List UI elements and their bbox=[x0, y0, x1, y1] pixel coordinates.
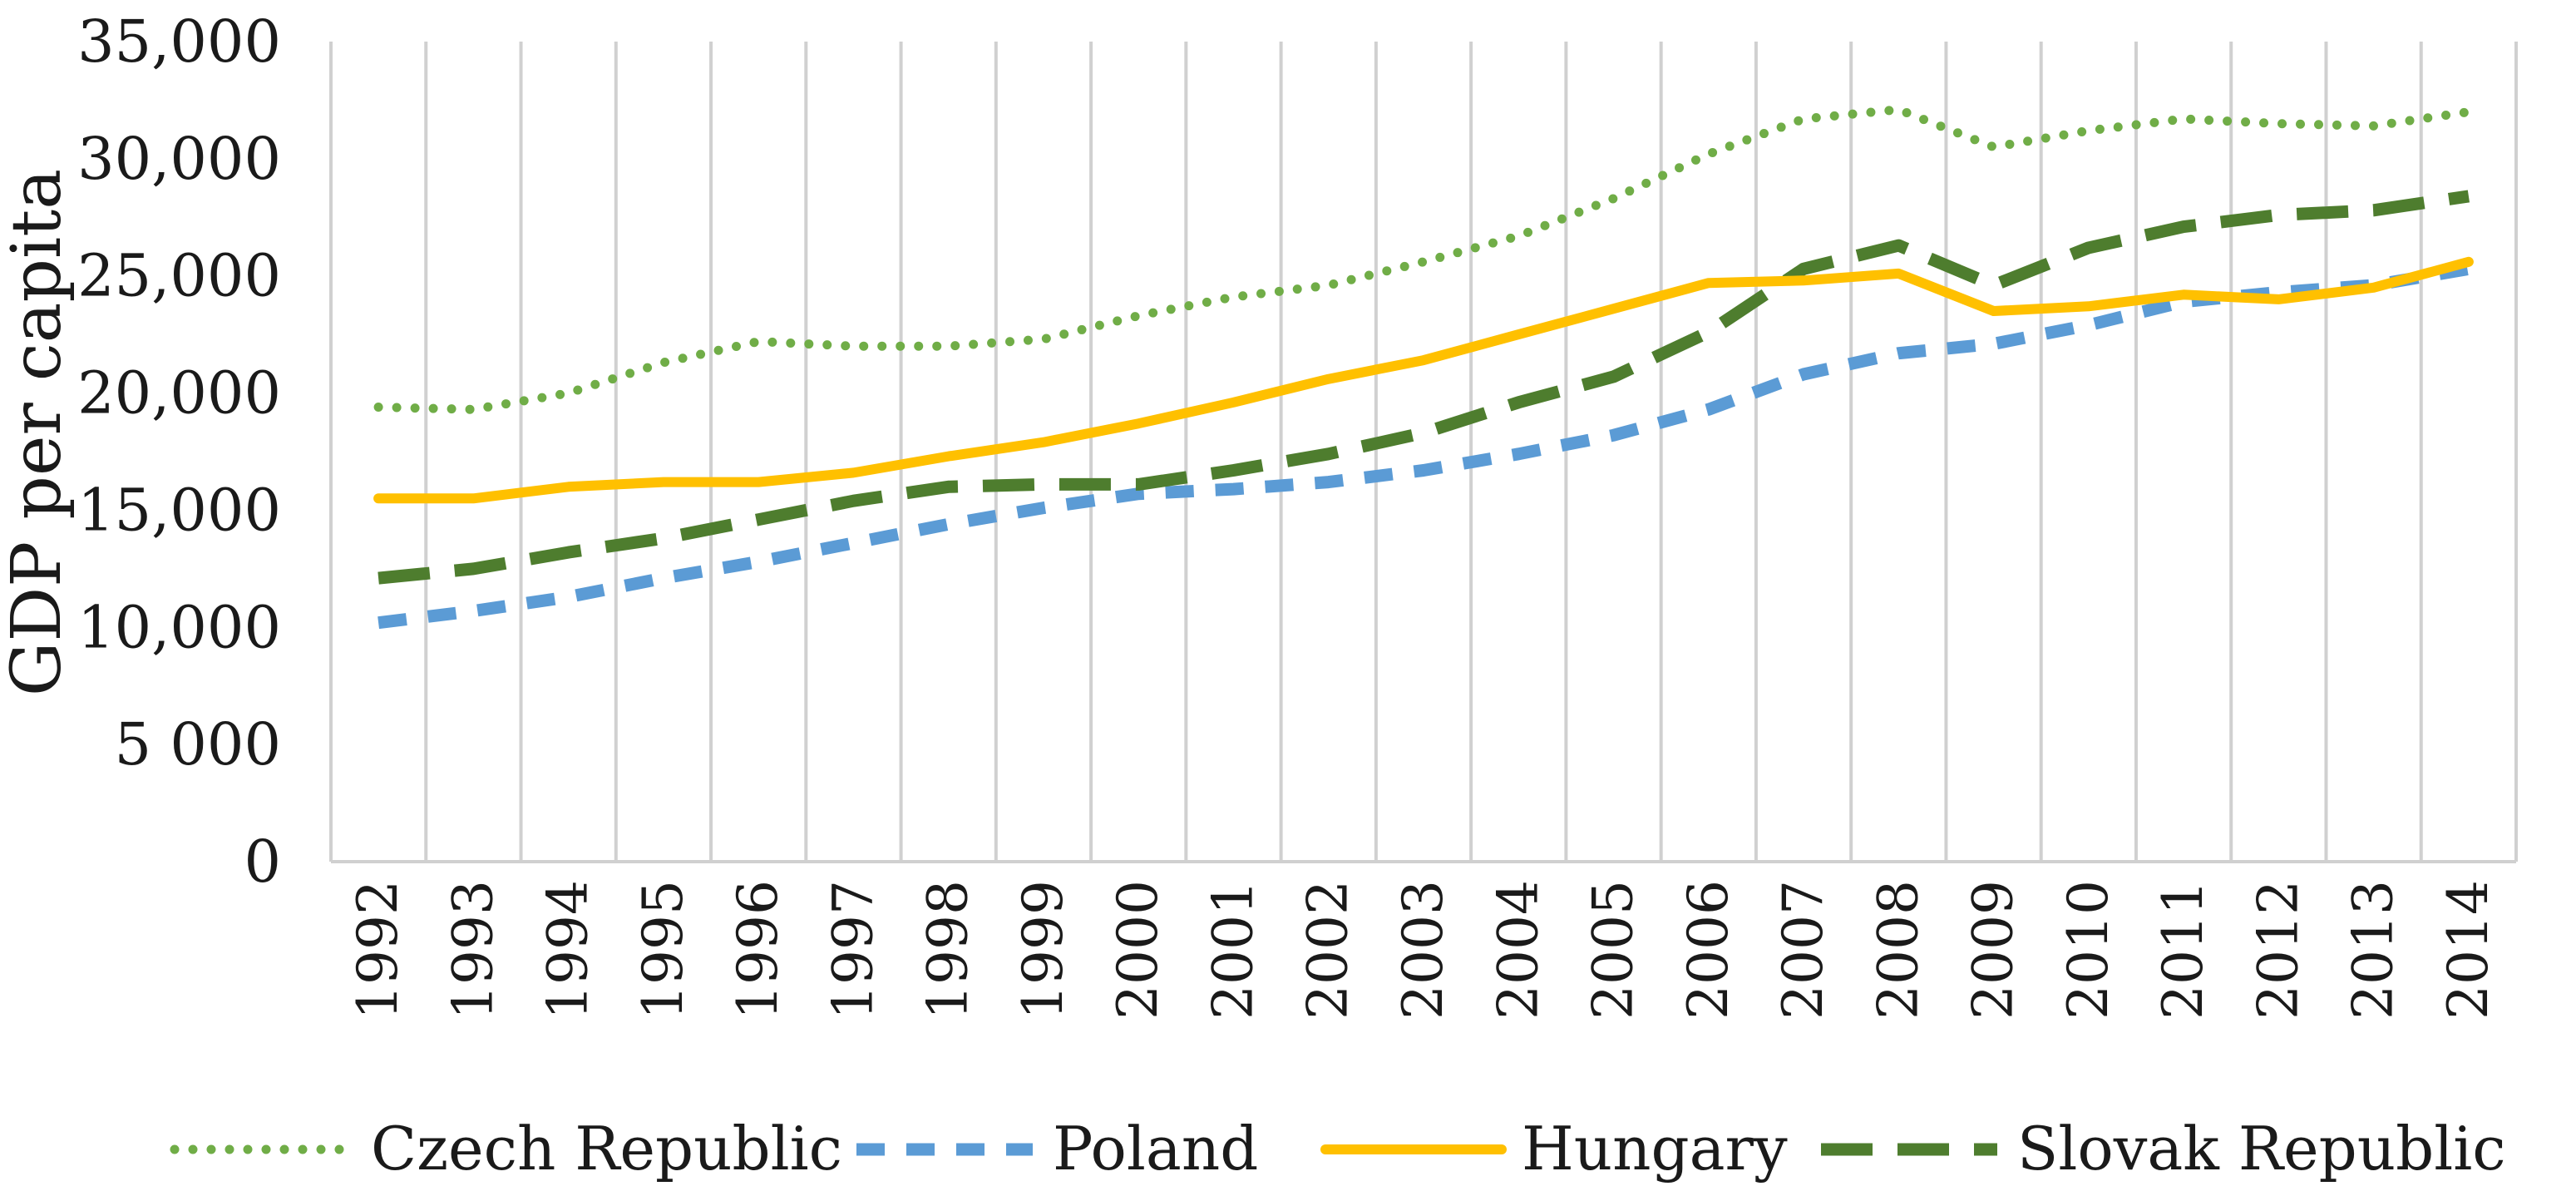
data-point bbox=[2278, 292, 2279, 293]
x-tick-label: 2011 bbox=[2151, 880, 2215, 1020]
data-point bbox=[568, 596, 569, 597]
y-tick-label: 25,000 bbox=[77, 242, 281, 310]
legend-item: Hungary bbox=[1320, 1114, 1788, 1184]
series-line bbox=[373, 256, 2474, 504]
data-point bbox=[2088, 324, 2089, 325]
series-poland bbox=[378, 262, 2470, 630]
x-tick-label: 2001 bbox=[1201, 880, 1265, 1020]
y-tick-label: 35,000 bbox=[77, 7, 281, 76]
data-point bbox=[758, 561, 759, 562]
x-tick-label: 2008 bbox=[1866, 880, 1930, 1020]
vertical-gridlines bbox=[329, 42, 2518, 862]
x-tick-label: 1993 bbox=[441, 880, 505, 1020]
y-tick-label: 20,000 bbox=[77, 359, 281, 428]
x-tick-label: 2007 bbox=[1771, 880, 1835, 1020]
data-point bbox=[473, 610, 474, 611]
data-point bbox=[1233, 297, 1234, 298]
x-tick-label: 1992 bbox=[346, 880, 410, 1020]
y-tick-label: 30,000 bbox=[77, 125, 281, 193]
y-tick-label: 10,000 bbox=[77, 593, 281, 661]
legend-label: Czech Republic bbox=[371, 1114, 842, 1184]
y-axis-title: GDP per capita bbox=[0, 169, 76, 696]
data-point bbox=[1993, 343, 1994, 344]
data-point bbox=[948, 524, 949, 525]
legend-label: Poland bbox=[1053, 1114, 1258, 1184]
x-tick-label: 1996 bbox=[726, 880, 790, 1020]
legend-label: Slovak Republic bbox=[2017, 1114, 2506, 1184]
data-point bbox=[1993, 284, 1994, 285]
x-tick-label: 2000 bbox=[1106, 880, 1170, 1020]
x-tick-label: 1997 bbox=[821, 880, 885, 1020]
x-tick-label: 2014 bbox=[2436, 880, 2500, 1020]
y-tick-label: 15,000 bbox=[77, 476, 281, 544]
x-tick-label: 2009 bbox=[1962, 880, 2026, 1020]
x-tick-label: 1998 bbox=[916, 880, 980, 1020]
data-point bbox=[1043, 484, 1044, 485]
x-tick-label: 2002 bbox=[1296, 880, 1360, 1020]
data-point bbox=[1328, 284, 1329, 285]
series-layer bbox=[373, 105, 2474, 630]
x-axis-ticks: 1992 1993 1994 1995 1996 1997 1998 1999 2000 2001… bbox=[346, 880, 2500, 1020]
data-point bbox=[1898, 109, 1899, 110]
data-point bbox=[1708, 332, 1709, 333]
x-tick-label: 2012 bbox=[2246, 880, 2310, 1020]
series-line bbox=[378, 190, 2470, 585]
data-point bbox=[853, 542, 854, 543]
x-tick-label: 2003 bbox=[1391, 880, 1455, 1020]
data-point bbox=[663, 578, 664, 579]
legend-item: Slovak Republic bbox=[1821, 1114, 2506, 1184]
series-czech-republic bbox=[373, 105, 2474, 414]
data-point bbox=[663, 538, 664, 539]
data-point bbox=[948, 346, 949, 347]
x-tick-label: 2005 bbox=[1582, 880, 1646, 1020]
y-axis-ticks: 0 5 000 10,000 15,000 20,000 25,000 30,000 35,0… bbox=[77, 7, 281, 896]
y-tick-label: 5 000 bbox=[115, 710, 281, 778]
y-tick-label: 0 bbox=[244, 828, 281, 896]
x-tick-label: 1995 bbox=[631, 880, 695, 1020]
data-point bbox=[853, 346, 854, 347]
x-tick-label: 2010 bbox=[2056, 880, 2120, 1020]
legend-label: Hungary bbox=[1522, 1114, 1788, 1184]
x-tick-label: 1994 bbox=[536, 880, 600, 1020]
series-hungary bbox=[373, 256, 2474, 504]
legend-item: Czech Republic bbox=[170, 1114, 842, 1184]
series-slovak-republic bbox=[378, 190, 2470, 585]
series-line bbox=[373, 105, 2474, 414]
legend: Czech Republic Poland Hungary Slovak Republ… bbox=[170, 1114, 2506, 1184]
data-point bbox=[1518, 235, 1519, 236]
x-tick-label: 2004 bbox=[1486, 880, 1550, 1020]
legend-item: Poland bbox=[856, 1114, 1258, 1184]
x-tick-label: 1999 bbox=[1011, 880, 1075, 1020]
x-tick-label: 2006 bbox=[1676, 880, 1740, 1020]
series-line bbox=[378, 262, 2470, 630]
x-tick-label: 2013 bbox=[2342, 880, 2406, 1020]
